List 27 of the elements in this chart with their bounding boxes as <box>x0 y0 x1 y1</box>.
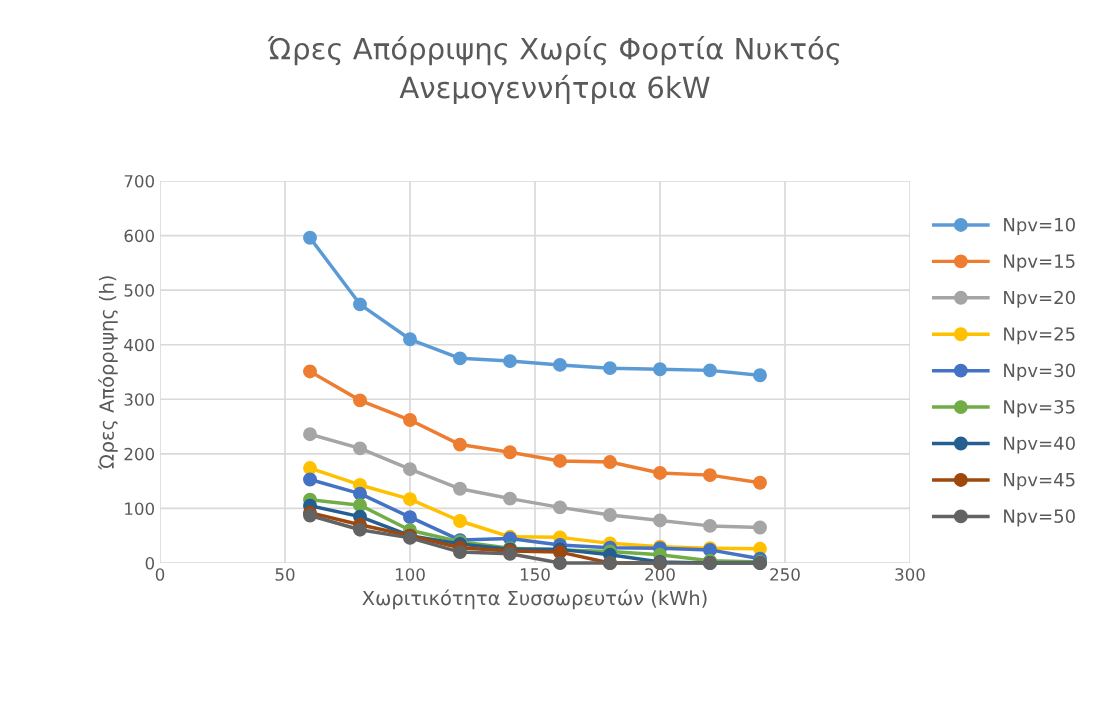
x-axis-title: Χωριτικότητα Συσσωρευτών (kWh) <box>362 589 707 610</box>
legend-label: Npv=45 <box>1004 473 1075 491</box>
legend-label: Npv=25 <box>1004 327 1075 345</box>
y-tick-label: 200 <box>124 447 155 461</box>
x-tick-label: 50 <box>275 568 295 581</box>
y-tick-label: 300 <box>124 393 155 406</box>
legend-label: Npv=20 <box>1004 290 1075 308</box>
legend-label: Npv=50 <box>1004 509 1075 527</box>
y-tick-label: 500 <box>124 284 155 297</box>
legend-label: Npv=15 <box>1004 254 1075 272</box>
x-tick-label: 0 <box>155 568 165 581</box>
x-tick-label: 100 <box>395 568 425 581</box>
y-tick-label: 400 <box>124 338 155 352</box>
x-tick-label: 300 <box>895 568 925 581</box>
y-tick-label: 0 <box>145 556 155 570</box>
x-tick-label: 150 <box>520 568 550 581</box>
y-axis-title: Ώρες Απόρριψης (h) <box>98 276 118 470</box>
y-tick-label: 100 <box>125 502 155 515</box>
y-tick-label: 700 <box>124 174 155 188</box>
legend-label: Npv=30 <box>1004 363 1075 381</box>
x-tick-label: 200 <box>645 568 675 581</box>
legend-label: Npv=10 <box>1004 217 1075 236</box>
chart-title: Ώρες Απόρριψης Χωρίς Φορτία Νυκτός Ανεμογεννήτρια 6kW <box>267 35 840 105</box>
y-tick-label: 600 <box>124 229 155 243</box>
legend-label: Npv=35 <box>1004 400 1075 418</box>
x-tick-label: 250 <box>770 568 800 581</box>
legend-label: Npv=40 <box>1004 436 1075 454</box>
